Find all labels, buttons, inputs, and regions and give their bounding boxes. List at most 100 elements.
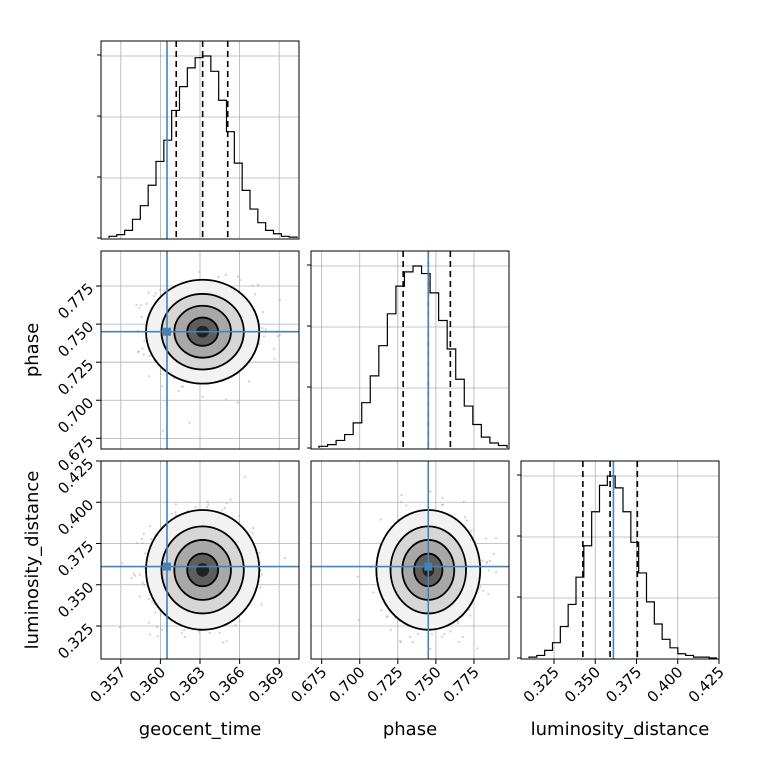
sample-point [258,551,261,554]
sample-point [229,498,232,501]
y-tick-label: 0.400 [54,496,97,539]
sample-point [405,504,408,507]
sample-point [182,385,185,388]
truth-marker [424,562,433,571]
sample-point [150,538,153,541]
sample-point [149,633,152,636]
sample-point [223,506,226,510]
x-tick-label: 0.366 [205,663,248,706]
x-tick-label: 0.750 [402,663,445,706]
x-axis-label-geocent_time: geocent_time [139,719,262,740]
sample-point [135,303,138,306]
sample-point [385,615,388,618]
sample-point [262,311,265,314]
sample-point [380,608,383,612]
sample-point [238,514,241,517]
sample-point [147,375,151,378]
sample-point [139,303,143,307]
sample-point [465,519,469,522]
sample-point [469,614,472,617]
sample-point [400,494,403,497]
sample-point [144,552,147,555]
sample-point [118,626,121,629]
sample-point [495,571,498,574]
x-tick-label: 0.400 [643,663,686,706]
sample-point [389,628,392,631]
sample-point [487,569,490,572]
panel-frame-phase [310,250,510,450]
sample-point [470,529,473,532]
sample-point [457,640,460,644]
sample-point [153,294,156,298]
sample-point [142,532,145,536]
sample-point [142,353,145,356]
sample-point [198,630,201,633]
density-contour [196,563,210,577]
sample-point [148,354,151,357]
y-tick-label: 0.725 [54,356,97,399]
sample-point [484,537,487,540]
sample-point [476,647,479,650]
sample-point [251,284,254,287]
sample-point [399,640,402,643]
panel-grid [311,251,509,449]
sample-point [217,275,220,278]
sample-point [138,306,141,309]
sample-point [141,542,144,545]
x-tick-label: 0.725 [364,663,407,706]
y-tick-label: 0.775 [54,280,97,323]
sample-point [138,595,141,598]
sample-point [140,538,144,541]
sample-point [441,496,444,499]
panel-frame-luminosity_distance [520,460,720,660]
sample-point [372,591,375,594]
x-tick-label: 0.360 [126,663,169,706]
sample-point [188,421,191,424]
sample-point [220,509,223,512]
sample-point [141,581,144,584]
sample-point [273,357,276,360]
sample-point [276,335,279,338]
sample-point [260,603,263,606]
sample-point [457,620,460,623]
sample-point [487,592,490,595]
sample-point [254,293,257,296]
sample-point [236,275,239,278]
sample-point [441,635,444,638]
sample-point [278,333,281,337]
sample-point [208,631,211,635]
panel-frame-geocent_time [100,40,300,240]
sample-point [161,429,164,432]
sample-point [154,292,157,295]
sample-point [261,326,264,330]
x-tick-label: 0.425 [685,663,728,706]
sample-point [183,629,186,632]
sample-point [244,475,247,478]
sample-point [162,289,165,292]
sample-point [449,630,452,633]
sample-point [143,339,146,343]
sample-point [429,647,432,650]
sample-point [147,291,150,294]
sample-point [408,636,412,639]
sample-point [399,640,402,644]
sample-point [239,279,242,282]
sample-point [137,350,140,353]
sample-point [468,608,471,611]
sample-point [442,503,445,506]
sample-point [147,597,151,601]
sample-point [257,283,260,286]
x-axis-label-luminosity_distance: luminosity_distance [531,719,710,740]
sample-point [488,559,492,563]
panel-grid [521,461,720,659]
sample-point [234,624,237,627]
sample-point [140,315,143,318]
sample-point [177,390,180,393]
sample-point [429,490,432,493]
sample-point [154,611,157,614]
sample-point [278,299,282,302]
sample-point [136,351,140,354]
sample-point [180,385,183,388]
sample-point [150,600,154,603]
sample-point [156,626,159,629]
